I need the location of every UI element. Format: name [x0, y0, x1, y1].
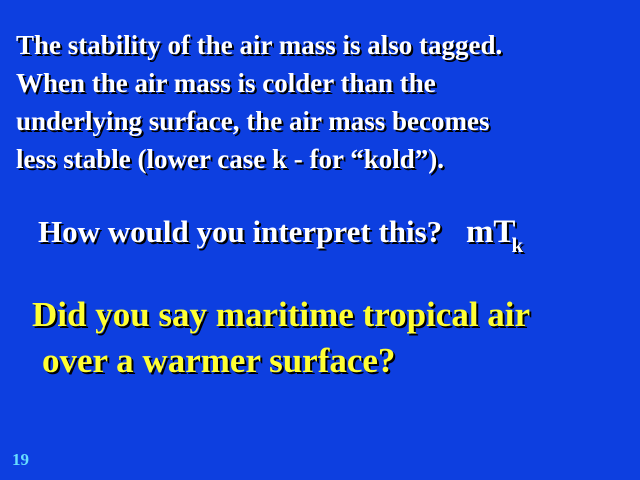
air-mass-symbol-subscript: k	[511, 233, 524, 257]
page-number: 19	[12, 450, 29, 469]
answer-line-1: Did you say maritime tropical air	[32, 295, 531, 334]
answer-line-2: over a warmer surface?	[42, 341, 396, 380]
intro-line-1: The stability of the air mass is also ta…	[16, 30, 503, 60]
air-mass-symbol-main: mT	[465, 214, 516, 250]
intro-paragraph: The stability of the air mass is also ta…	[16, 26, 626, 178]
question: How would you interpret this? mTk	[38, 214, 527, 257]
intro-line-2: When the air mass is colder than the	[16, 68, 436, 98]
intro-line-3: underlying surface, the air mass becomes	[16, 106, 490, 136]
answer: Did you say maritime tropical air over a…	[32, 292, 530, 384]
intro-line-4: less stable (lower case k - for “kold”).	[16, 144, 444, 174]
question-text: How would you interpret this?	[38, 214, 443, 249]
air-mass-symbol: mTk	[465, 214, 527, 257]
